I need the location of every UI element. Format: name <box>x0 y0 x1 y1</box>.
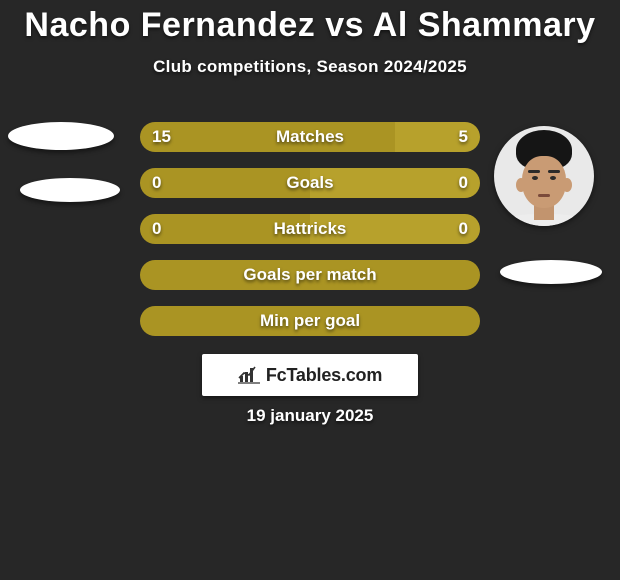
stat-bar-track <box>140 214 480 244</box>
stat-row: Matches155 <box>0 122 620 152</box>
stat-bar-track <box>140 168 480 198</box>
comparison-infographic: Nacho Fernandez vs Al Shammary Club comp… <box>0 0 620 580</box>
stat-value-right: 0 <box>459 168 468 198</box>
stat-bar-right <box>310 214 480 244</box>
snapshot-date: 19 january 2025 <box>0 406 620 426</box>
stat-bar-left <box>140 122 395 152</box>
source-badge-text: FcTables.com <box>266 365 382 386</box>
stat-rows: Matches155Goals00Hattricks00Goals per ma… <box>0 122 620 352</box>
stat-value-left: 15 <box>152 122 171 152</box>
stat-value-right: 5 <box>459 122 468 152</box>
stat-value-left: 0 <box>152 168 161 198</box>
page-subtitle: Club competitions, Season 2024/2025 <box>0 57 620 77</box>
stat-bar-track <box>140 260 480 290</box>
stat-value-left: 0 <box>152 214 161 244</box>
stat-bar-full <box>140 260 480 290</box>
source-badge: FcTables.com <box>202 354 418 396</box>
stat-bar-track <box>140 306 480 336</box>
bar-chart-icon <box>238 366 260 384</box>
stat-row: Hattricks00 <box>0 214 620 244</box>
stat-bar-right <box>310 168 480 198</box>
stat-bar-track <box>140 122 480 152</box>
stat-value-right: 0 <box>459 214 468 244</box>
stat-row: Min per goal <box>0 306 620 336</box>
stat-bar-left <box>140 168 310 198</box>
stat-bar-left <box>140 214 310 244</box>
page-title: Nacho Fernandez vs Al Shammary <box>0 0 620 45</box>
stat-bar-full <box>140 306 480 336</box>
stat-row: Goals per match <box>0 260 620 290</box>
stat-row: Goals00 <box>0 168 620 198</box>
